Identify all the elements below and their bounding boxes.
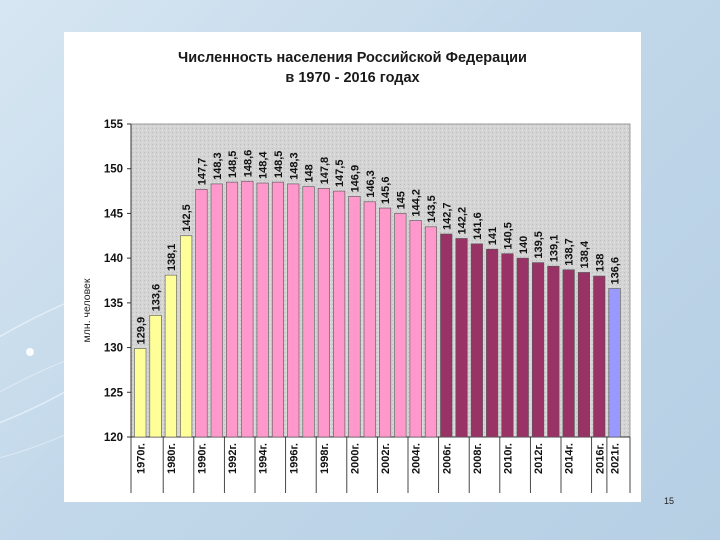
x-category-label: 2021г. — [610, 443, 622, 474]
bar-value-label: 145,6 — [380, 177, 392, 205]
bar — [394, 213, 407, 438]
bar-value-label: 138,7 — [564, 238, 576, 266]
bar — [317, 188, 330, 438]
bar-value-label: 138 — [594, 254, 606, 272]
bar — [333, 190, 346, 438]
y-tick-label: 120 — [104, 432, 123, 444]
bar-value-label: 133,6 — [151, 284, 163, 312]
bar — [226, 181, 239, 438]
bar — [470, 243, 483, 438]
y-axis-title: млн. человек — [81, 278, 93, 342]
bar — [256, 182, 269, 438]
bar-value-label: 146,3 — [365, 170, 377, 198]
bar — [593, 275, 606, 438]
bar-value-label: 148,5 — [227, 151, 239, 179]
bar-value-label: 144,2 — [411, 189, 423, 217]
bar-value-label: 148,5 — [273, 151, 285, 179]
x-category-label: 1990г. — [196, 443, 208, 474]
bar-value-label: 142,5 — [181, 204, 193, 232]
bar-value-label: 145 — [395, 191, 407, 209]
bar-value-label: 141 — [487, 227, 499, 245]
x-category-label: 2008г. — [472, 443, 484, 474]
bar — [363, 201, 376, 438]
x-category-label: 2016г. — [594, 443, 606, 474]
bar — [180, 235, 193, 438]
bar — [287, 183, 300, 438]
bar — [516, 257, 529, 438]
bar — [409, 220, 422, 438]
bar — [424, 226, 438, 438]
bar-value-label: 141,6 — [472, 212, 484, 240]
bar-value-label: 148,4 — [258, 151, 270, 179]
x-category-label: 2010г. — [502, 443, 514, 474]
bar — [302, 186, 315, 438]
bar — [149, 315, 162, 438]
x-category-label: 1994г. — [258, 443, 270, 474]
bar-value-label: 147,8 — [319, 157, 331, 185]
y-tick-label: 125 — [104, 387, 124, 399]
bar — [608, 288, 621, 438]
bar-value-label: 139,5 — [533, 231, 545, 259]
bar — [440, 233, 453, 438]
chart-title-line-1: Численность населения Российской Федерац… — [178, 50, 527, 66]
bar-value-label: 138,1 — [166, 244, 178, 272]
bar — [348, 196, 361, 438]
glow-dot-icon — [26, 348, 34, 356]
bar-value-label: 148,6 — [242, 150, 254, 178]
x-category-label: 2012г. — [533, 443, 545, 474]
chart-panel: Численность населения Российской Федерац… — [64, 32, 641, 502]
bar — [547, 265, 560, 438]
bar — [241, 180, 254, 438]
page-number: 15 — [664, 496, 675, 506]
x-category-label: 2000г. — [349, 443, 361, 474]
x-category-label: 2006г. — [441, 443, 453, 474]
bar-value-label: 140,5 — [502, 222, 514, 250]
x-category-label: 2002г. — [380, 443, 392, 474]
x-category-label: 1996г. — [288, 443, 300, 474]
bar-value-label: 143,5 — [426, 195, 438, 223]
bar — [134, 348, 147, 438]
bar-value-label: 148,3 — [288, 152, 300, 180]
bar-value-label: 148 — [304, 164, 316, 182]
x-category-label: 2004г. — [411, 443, 423, 474]
bar-value-label: 129,9 — [135, 317, 147, 345]
y-tick-label: 130 — [104, 343, 123, 355]
bar — [486, 248, 499, 438]
bar-value-label: 147,7 — [196, 158, 208, 186]
x-category-label: 1998г. — [319, 443, 331, 474]
x-category-label: 2014г. — [564, 443, 576, 474]
x-category-label: 1970г. — [135, 443, 147, 474]
bar-value-label: 140 — [518, 236, 530, 254]
bar-value-label: 146,9 — [349, 165, 361, 193]
bar — [455, 238, 468, 438]
bar — [577, 272, 591, 438]
bar-value-label: 147,5 — [334, 160, 346, 188]
bar-value-label: 136,6 — [610, 257, 622, 285]
bar — [164, 274, 177, 438]
x-category-label: 1992г. — [227, 443, 239, 474]
bar-value-label: 142,2 — [457, 207, 469, 235]
bar-value-label: 148,3 — [212, 152, 224, 180]
y-tick-label: 140 — [104, 253, 123, 265]
chart-title: Численность населения Российской Федерац… — [64, 48, 641, 88]
bar-value-label: 138,4 — [579, 240, 591, 268]
bar — [378, 207, 392, 438]
y-tick-label: 155 — [104, 119, 124, 131]
bar — [271, 181, 284, 438]
bar — [195, 188, 208, 438]
y-tick-label: 150 — [104, 164, 123, 176]
chart-title-line-2: в 1970 - 2016 годах — [285, 70, 420, 86]
bar — [501, 253, 514, 438]
bar — [210, 183, 223, 438]
y-tick-label: 145 — [104, 208, 124, 220]
bar-value-label: 139,1 — [548, 235, 560, 263]
y-tick-label: 135 — [104, 298, 124, 310]
bar — [562, 269, 575, 438]
x-category-label: 1980г. — [166, 443, 178, 474]
bar — [531, 262, 545, 438]
bar-value-label: 142,7 — [441, 202, 453, 230]
bar-chart: 120 125 130 135 140 145 150 155 млн. человек 129,… — [81, 119, 631, 493]
